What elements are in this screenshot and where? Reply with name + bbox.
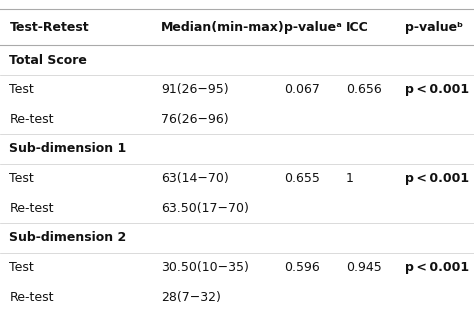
Text: 28(7−32): 28(7−32)	[161, 291, 221, 304]
Text: 1: 1	[346, 172, 354, 185]
Text: 91(26−95): 91(26−95)	[161, 83, 229, 96]
Text: 76(26−96): 76(26−96)	[161, 113, 229, 126]
Text: Test: Test	[9, 261, 34, 274]
Text: Test-Retest: Test-Retest	[9, 21, 89, 34]
Text: p < 0.001: p < 0.001	[405, 172, 469, 185]
Text: 63.50(17−70): 63.50(17−70)	[161, 202, 249, 215]
Text: 0.656: 0.656	[346, 83, 382, 96]
Text: Sub-dimension 2: Sub-dimension 2	[9, 232, 127, 244]
Text: Test: Test	[9, 172, 34, 185]
Text: p-valueᵇ: p-valueᵇ	[405, 21, 464, 34]
Text: Re-test: Re-test	[9, 113, 54, 126]
Text: p-valueᵃ: p-valueᵃ	[284, 21, 342, 34]
Text: p < 0.001: p < 0.001	[405, 83, 469, 96]
Text: Median(min-max): Median(min-max)	[161, 21, 285, 34]
Text: ICC: ICC	[346, 21, 369, 34]
Text: Re-test: Re-test	[9, 202, 54, 215]
Text: 0.945: 0.945	[346, 261, 382, 274]
Text: Re-test: Re-test	[9, 291, 54, 304]
Text: Sub-dimension 1: Sub-dimension 1	[9, 143, 127, 155]
Text: 0.067: 0.067	[284, 83, 320, 96]
Text: Total Score: Total Score	[9, 54, 87, 66]
Text: 0.596: 0.596	[284, 261, 320, 274]
Text: Test: Test	[9, 83, 34, 96]
Text: 30.50(10−35): 30.50(10−35)	[161, 261, 249, 274]
Text: 63(14−70): 63(14−70)	[161, 172, 229, 185]
Text: 0.655: 0.655	[284, 172, 320, 185]
Text: p < 0.001: p < 0.001	[405, 261, 469, 274]
